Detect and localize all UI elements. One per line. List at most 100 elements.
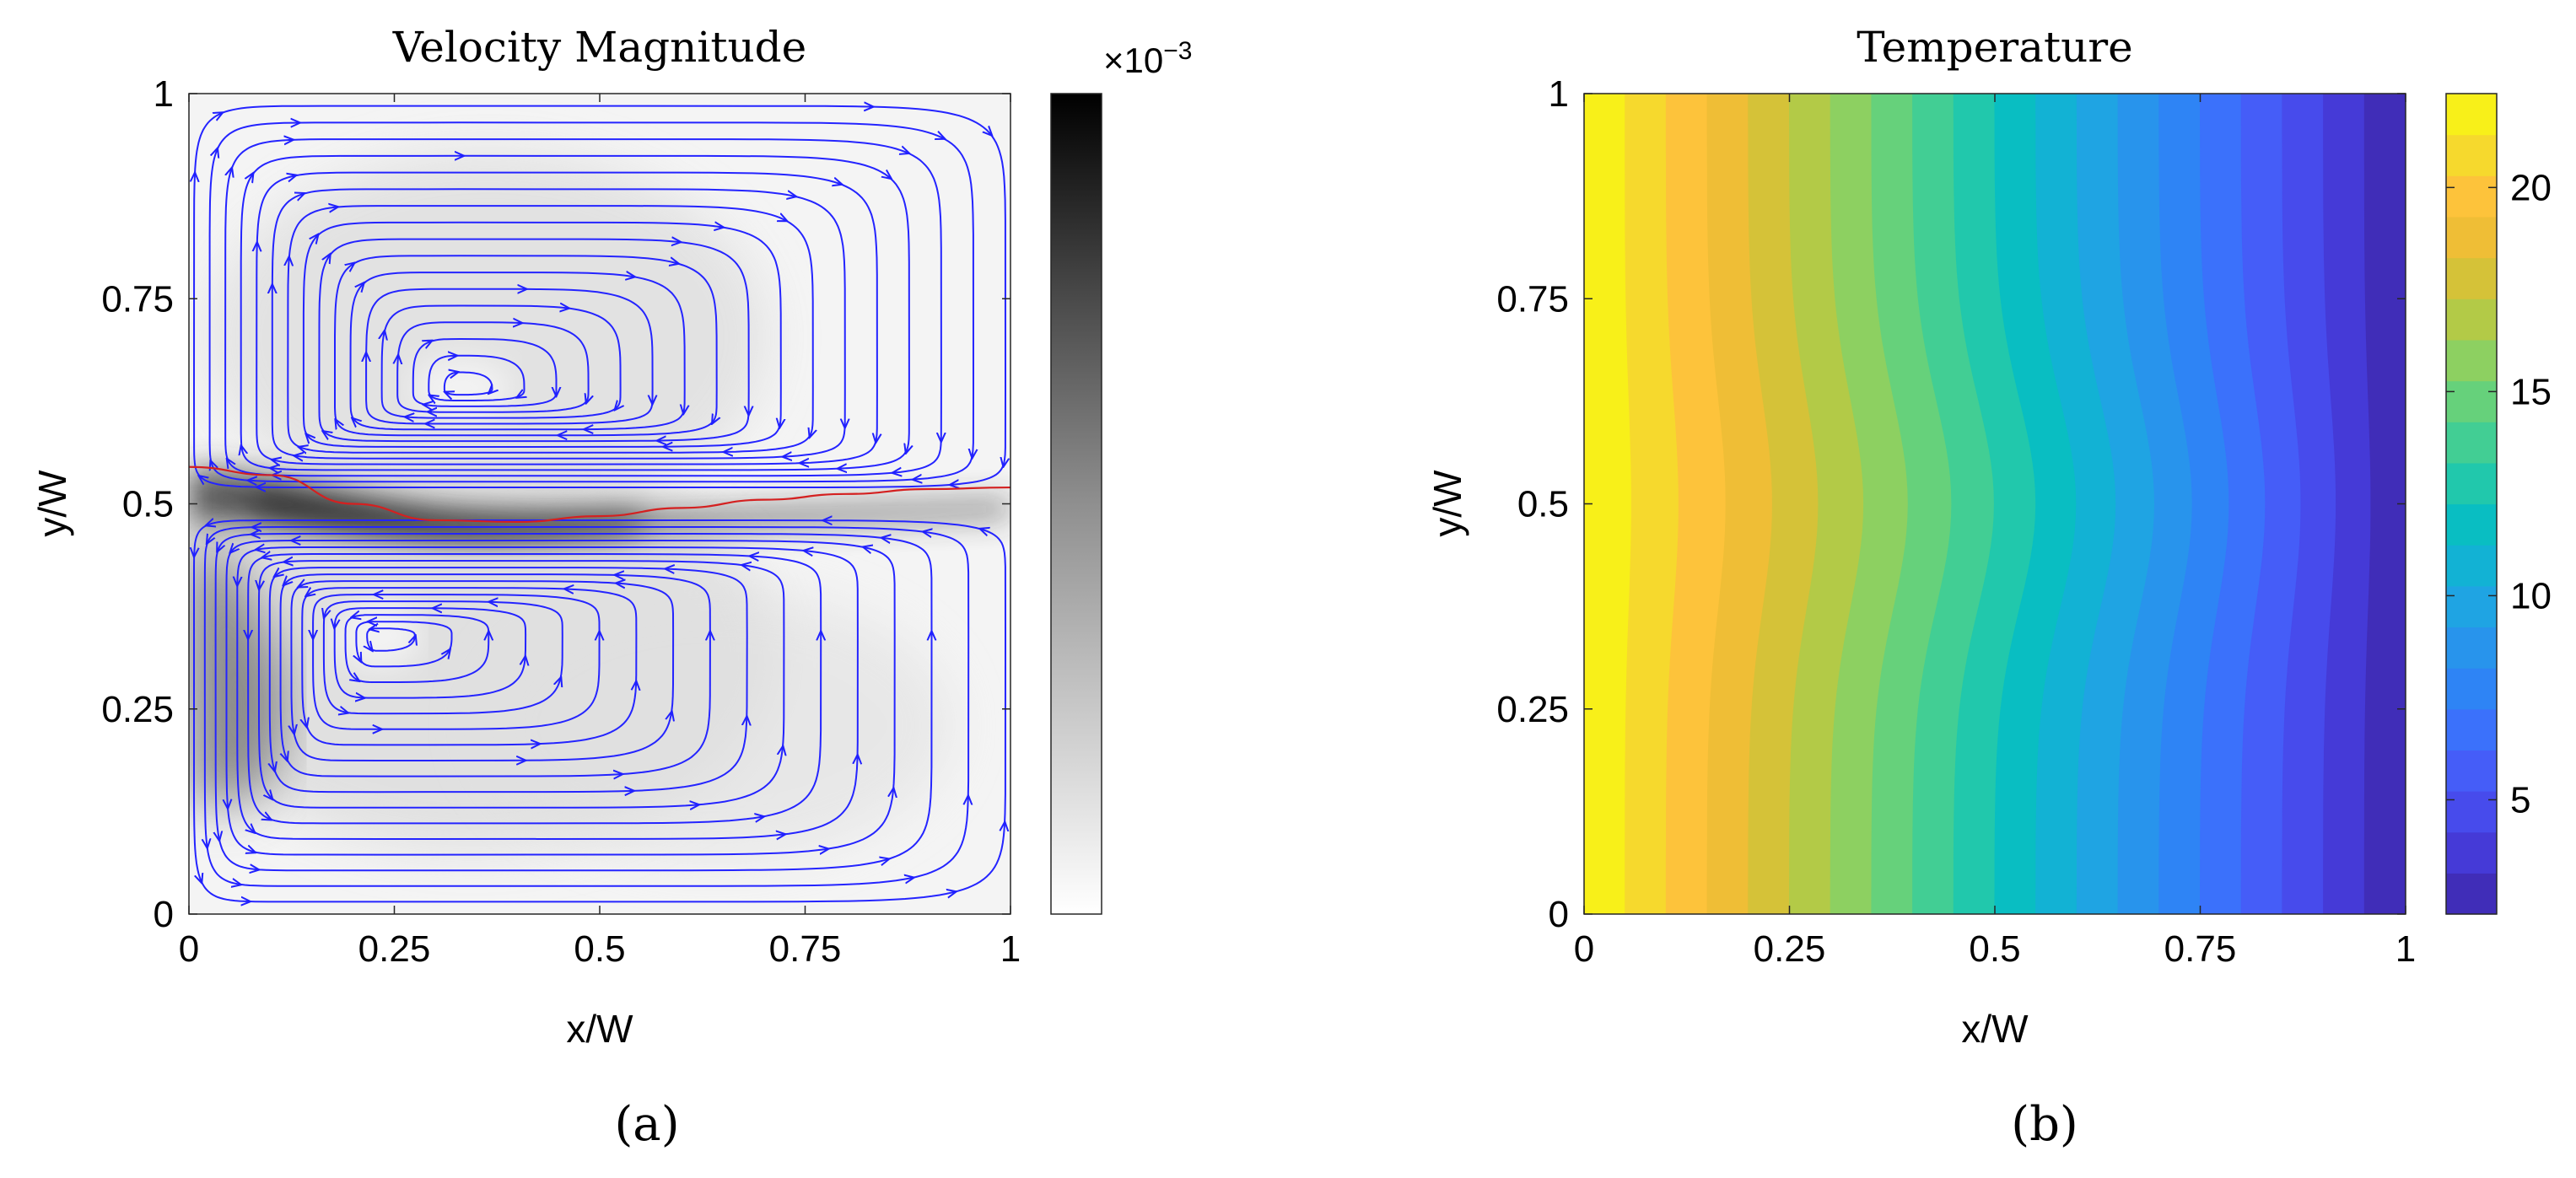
chart-title: Velocity Magnitude: [392, 23, 807, 72]
streamline-arrow: [780, 421, 781, 424]
streamline-arrow: [355, 421, 356, 422]
streamline: [192, 105, 1007, 488]
streamline-arrow: [384, 335, 385, 337]
colorbar-band: [2446, 708, 2497, 750]
x-tick-label: 0: [179, 928, 199, 970]
y-tick-label: 0.25: [1496, 689, 1569, 730]
streamline-arrow: [753, 817, 760, 818]
y-tick-label: 0.25: [101, 689, 174, 730]
streamline-arrow: [626, 276, 632, 277]
streamline-arrow: [670, 715, 671, 719]
x-tick-label: 0.75: [769, 928, 842, 970]
streamline-arrow: [229, 171, 230, 175]
streamline-arrow: [779, 218, 783, 219]
streamline-arrow: [1004, 460, 1005, 463]
streamline-arrow: [218, 833, 219, 836]
streamline: [236, 546, 859, 841]
y-tick-label: 0.75: [101, 278, 174, 320]
x-tick-label: 1: [1000, 928, 1021, 970]
streamline-arrow: [342, 712, 344, 713]
streamline-arrow: [359, 658, 360, 659]
streamline-arrow: [298, 195, 300, 196]
x-tick-label: 0.25: [358, 928, 431, 970]
streamline-arrow: [276, 460, 278, 461]
streamline-arrow: [808, 551, 813, 552]
colorbar-band: [2446, 216, 2497, 259]
streamline-arrow: [215, 152, 216, 155]
streamline-arrow: [907, 447, 908, 449]
colorbar-tick-label: 15: [2510, 371, 2552, 412]
streamline: [224, 138, 942, 477]
streamline-arrow: [671, 261, 675, 262]
streamline-arrow: [315, 238, 316, 239]
streamline-arrow: [987, 130, 989, 132]
streamline: [214, 533, 933, 872]
streamline: [428, 354, 525, 401]
streamline-arrow: [273, 765, 274, 767]
velocity-field: [189, 94, 1010, 914]
interface-line: [189, 465, 1010, 524]
streamline: [302, 221, 782, 449]
streamline-arrow: [289, 176, 293, 177]
streamline-arrow: [636, 685, 637, 692]
y-tick-label: 0.5: [122, 484, 174, 525]
streamline: [203, 526, 970, 887]
streamline-arrow: [520, 395, 521, 396]
streamline-arrow: [447, 653, 448, 654]
streamline-arrow: [251, 829, 252, 831]
colorbar-band: [2446, 299, 2497, 341]
colorbar: 0.511.52 ×10−3: [1050, 37, 1192, 915]
streamline-arrow: [669, 241, 677, 242]
y-axis-label: y/W: [1425, 470, 1469, 537]
streamline: [301, 587, 638, 746]
streamline-arrow: [305, 721, 306, 723]
streamline: [349, 272, 686, 431]
streamline-arrow: [286, 582, 287, 583]
streamline-arrow: [242, 449, 243, 452]
streamline-arrow: [867, 548, 870, 549]
panel-velocity-magnitude: Velocity Magnitude 0 0.25 0.5 0.75 1 0 0.25 0.5…: [30, 23, 1192, 1152]
streamline-arrow: [885, 175, 888, 177]
streamline-arrow: [897, 472, 902, 473]
streamline-arrow: [282, 140, 289, 141]
streamline-arrow: [285, 755, 286, 757]
streamline-arrow: [880, 860, 886, 862]
streamline: [355, 621, 453, 668]
streamline-arrow: [326, 433, 327, 434]
streamline-arrow: [208, 539, 209, 541]
axis-ticks: 0 0.25 0.5 0.75 1 0 0.25 0.5 0.75 1: [101, 73, 1021, 970]
x-tick-label: 0.75: [2164, 928, 2237, 970]
colorbar-band: [2446, 134, 2497, 176]
streamline: [396, 321, 590, 413]
streamline: [344, 614, 490, 683]
streamline-arrow: [217, 115, 219, 116]
streamline-arrow: [560, 308, 565, 309]
streamline: [279, 573, 711, 777]
colorbar-band: [2446, 585, 2497, 628]
x-tick-label: 0.5: [574, 928, 625, 970]
temperature-band: [2363, 94, 2406, 914]
streamline: [268, 567, 748, 793]
streamline: [366, 627, 416, 652]
streamline-arrow: [330, 207, 334, 208]
streamline-arrow: [608, 774, 619, 775]
streamline: [318, 238, 750, 443]
x-tick-label: 0.5: [1969, 928, 2020, 970]
streamline-arrow: [250, 850, 252, 851]
colorbar: 5 10 15 20: [2445, 93, 2552, 915]
streamline: [240, 154, 910, 471]
streamline-arrow: [773, 835, 782, 836]
streamline-arrow: [558, 681, 559, 684]
colorbar-band: [2446, 339, 2497, 382]
panel-temperature: Temperature 0 0.25 0.5 0.75 100.250.50.751 x…: [1425, 23, 2552, 1152]
streamline-arrow: [954, 484, 959, 485]
streamline: [380, 304, 622, 419]
streamline-arrow: [212, 465, 213, 466]
streamline-arrow: [302, 448, 304, 449]
streamline-arrow: [746, 720, 747, 729]
colorbar-exponent: ×10−3: [1103, 37, 1192, 80]
streamline-arrow: [293, 727, 294, 730]
streamline-arrow: [427, 342, 428, 343]
streamline: [287, 205, 814, 454]
